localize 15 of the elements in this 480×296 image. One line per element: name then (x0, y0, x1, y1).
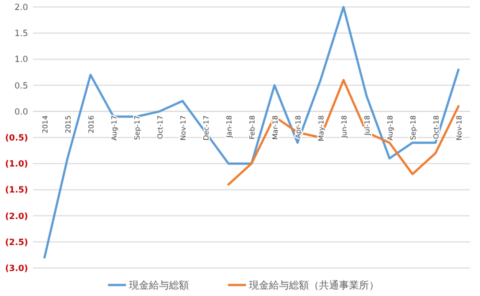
y-tick-label: 1.5 (14, 29, 28, 40)
y-tick-label: 0.5 (14, 81, 28, 92)
y-tick-label: (3.0) (5, 264, 28, 274)
legend-label: 現金給与総額（共通事業所） (249, 280, 379, 292)
y-tick-label: 0.0 (14, 107, 28, 118)
y-tick-label: 2.0 (14, 2, 28, 13)
line-series (43, 6, 460, 259)
y-tick-label: (2.0) (5, 212, 28, 222)
line-series (227, 78, 460, 186)
y-tick-label: (1.0) (5, 160, 28, 170)
y-tick-label: 1.0 (14, 55, 28, 66)
y-tick-label: (2.5) (5, 238, 28, 248)
y-tick-label: (1.5) (5, 186, 28, 196)
legend-label: 現金給与総額 (129, 280, 189, 292)
y-tick-label: (0.5) (5, 133, 28, 144)
